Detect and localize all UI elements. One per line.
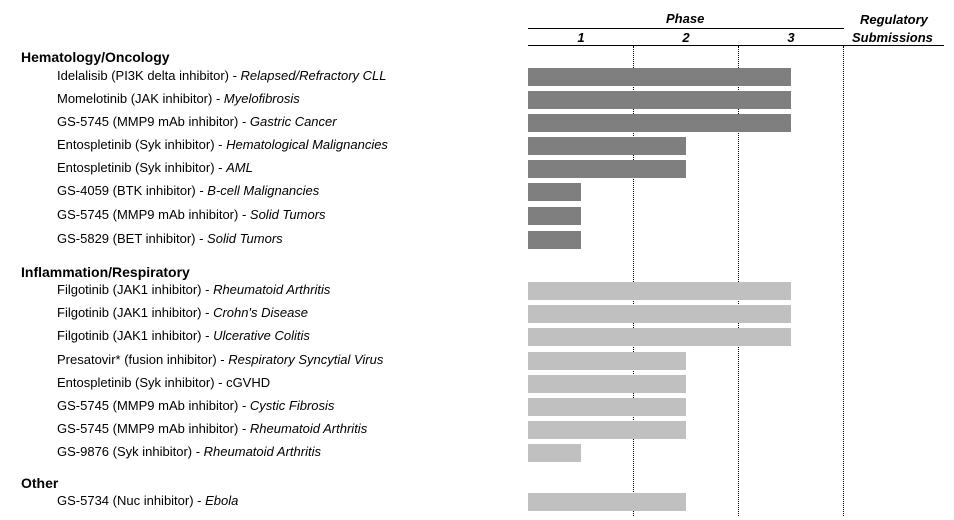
pipeline-row-label: GS-5745 (MMP9 mAb inhibitor) - Gastric C… [57,114,337,129]
drug-name: Momelotinib (JAK inhibitor) - [57,91,224,106]
phase-bar [528,231,581,249]
drug-name: GS-5745 (MMP9 mAb inhibitor) - [57,398,250,413]
pipeline-row-label: Filgotinib (JAK1 inhibitor) - Rheumatoid… [57,282,330,297]
drug-name: GS-5745 (MMP9 mAb inhibitor) - [57,207,250,222]
indication-name: Crohn's Disease [213,305,309,320]
pipeline-row-label: Idelalisib (PI3K delta inhibitor) - Rela… [57,68,387,83]
indication-name: Hematological Malignancies [226,137,388,152]
category-heading: Other [21,475,59,491]
phase-bar [528,91,791,109]
pipeline-row-label: GS-5734 (Nuc inhibitor) - Ebola [57,493,238,508]
phase-bar [528,68,791,86]
phase-title: Phase [666,11,705,26]
phase-title-underline [528,28,844,29]
indication-name: Rheumatoid Arthritis [203,444,321,459]
drug-name: GS-9876 (Syk inhibitor) - [57,444,204,459]
regulatory-title-line1: Regulatory [860,12,928,27]
drug-name: GS-5745 (MMP9 mAb inhibitor) - [57,114,250,129]
pipeline-row-label: Entospletinib (Syk inhibitor) - AML [57,160,253,175]
phase-bar [528,421,686,439]
drug-name: Filgotinib (JAK1 inhibitor) - [57,328,214,343]
pipeline-row-label: GS-5745 (MMP9 mAb inhibitor) - Solid Tum… [57,207,326,222]
phase-tick-label: 1 [577,30,585,45]
phase-bar [528,282,791,300]
pipeline-row-label: GS-5745 (MMP9 mAb inhibitor) - Cystic Fi… [57,398,334,413]
phase-bar [528,160,686,178]
header-baseline [528,45,944,46]
phase-divider [738,46,739,516]
phase-bar [528,352,686,370]
phase-bar [528,137,686,155]
indication-name: AML [226,160,253,175]
phase-bar [528,328,791,346]
drug-name: Filgotinib (JAK1 inhibitor) - [57,305,214,320]
indication-name: Cystic Fibrosis [249,398,335,413]
pipeline-row-label: Presatovir* (fusion inhibitor) - Respira… [57,352,383,367]
drug-name: Idelalisib (PI3K delta inhibitor) - [57,68,241,83]
pipeline-row-label: GS-9876 (Syk inhibitor) - Rheumatoid Art… [57,444,321,459]
pipeline-row-label: Momelotinib (JAK inhibitor) - Myelofibro… [57,91,300,106]
pipeline-row-label: Filgotinib (JAK1 inhibitor) - Ulcerative… [57,328,310,343]
drug-name: GS-5734 (Nuc inhibitor) - [57,493,206,508]
drug-name: GS-4059 (BTK inhibitor) - [57,183,208,198]
category-heading: Hematology/Oncology [21,49,170,65]
pipeline-row-label: GS-5829 (BET inhibitor) - Solid Tumors [57,231,283,246]
drug-name: GS-5829 (BET inhibitor) - [57,231,208,246]
drug-name: Entospletinib (Syk inhibitor) - [57,137,227,152]
pipeline-row-label: Entospletinib (Syk inhibitor) - Hematolo… [57,137,388,152]
phase-bar [528,114,791,132]
pipeline-row-label: Entospletinib (Syk inhibitor) - cGVHD [57,375,270,390]
indication-name: B-cell Malignancies [207,183,320,198]
phase-bar [528,207,581,225]
drug-name: GS-5745 (MMP9 mAb inhibitor) - [57,421,250,436]
indication-name: Relapsed/Refractory CLL [240,68,387,83]
regulatory-title-line2: Submissions [852,30,933,45]
indication-name: Respiratory Syncytial Virus [228,352,384,367]
phase-bar [528,305,791,323]
phase-bar [528,375,686,393]
pipeline-row-label: GS-5745 (MMP9 mAb inhibitor) - Rheumatoi… [57,421,367,436]
pipeline-row-label: Filgotinib (JAK1 inhibitor) - Crohn's Di… [57,305,308,320]
phase-bar [528,493,686,511]
phase-tick-label: 3 [787,30,795,45]
phase-bar [528,398,686,416]
indication-name: Ulcerative Colitis [213,328,310,343]
phase-bar [528,183,581,201]
phase-divider [633,46,634,516]
phase-bar [528,444,581,462]
indication-name: Gastric Cancer [249,114,337,129]
drug-name: Entospletinib (Syk inhibitor) - [57,160,227,175]
phase-divider [843,46,844,516]
indication-name: Myelofibrosis [223,91,300,106]
drug-name: Filgotinib (JAK1 inhibitor) - [57,282,214,297]
drug-name: Entospletinib (Syk inhibitor) - cGVHD [57,375,271,390]
indication-name: Rheumatoid Arthritis [249,421,368,436]
indication-name: Rheumatoid Arthritis [213,282,331,297]
indication-name: Solid Tumors [207,231,283,246]
drug-name: Presatovir* (fusion inhibitor) - [57,352,229,367]
pipeline-row-label: GS-4059 (BTK inhibitor) - B-cell Maligna… [57,183,319,198]
indication-name: Ebola [205,493,239,508]
phase-tick-label: 2 [682,30,690,45]
indication-name: Solid Tumors [249,207,326,222]
category-heading: Inflammation/Respiratory [21,264,190,280]
